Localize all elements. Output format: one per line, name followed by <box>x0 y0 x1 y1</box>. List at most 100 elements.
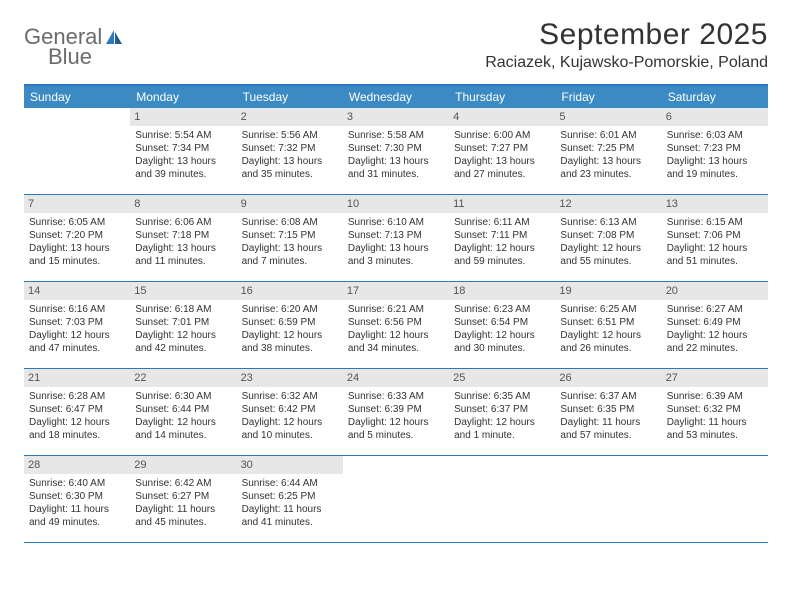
day-dl1: Daylight: 13 hours <box>135 242 231 255</box>
day-dl2: and 47 minutes. <box>29 342 125 355</box>
day-number: 23 <box>237 369 343 387</box>
day-number: 13 <box>662 195 768 213</box>
day-sunset: Sunset: 7:18 PM <box>135 229 231 242</box>
day-sunset: Sunset: 7:13 PM <box>348 229 444 242</box>
day-dl2: and 27 minutes. <box>454 168 550 181</box>
day-cell: . <box>24 108 130 194</box>
day-number: 15 <box>130 282 236 300</box>
day-dl1: Daylight: 11 hours <box>29 503 125 516</box>
day-cell: . <box>343 456 449 542</box>
day-sunrise: Sunrise: 6:39 AM <box>667 390 763 403</box>
day-dl2: and 34 minutes. <box>348 342 444 355</box>
day-sunset: Sunset: 7:15 PM <box>242 229 338 242</box>
day-sunrise: Sunrise: 5:56 AM <box>242 129 338 142</box>
week-row: 14Sunrise: 6:16 AMSunset: 7:03 PMDayligh… <box>24 282 768 369</box>
day-dl2: and 23 minutes. <box>560 168 656 181</box>
day-sunrise: Sunrise: 6:32 AM <box>242 390 338 403</box>
day-dl1: Daylight: 13 hours <box>29 242 125 255</box>
day-number: 11 <box>449 195 555 213</box>
day-cell: 26Sunrise: 6:37 AMSunset: 6:35 PMDayligh… <box>555 369 661 455</box>
day-dl1: Daylight: 12 hours <box>29 329 125 342</box>
day-number: 2 <box>237 108 343 126</box>
day-number: 19 <box>555 282 661 300</box>
day-sunrise: Sunrise: 6:16 AM <box>29 303 125 316</box>
day-number: 24 <box>343 369 449 387</box>
day-sunrise: Sunrise: 6:35 AM <box>454 390 550 403</box>
day-cell: 23Sunrise: 6:32 AMSunset: 6:42 PMDayligh… <box>237 369 343 455</box>
day-cell: 6Sunrise: 6:03 AMSunset: 7:23 PMDaylight… <box>662 108 768 194</box>
weekday-header: Saturday <box>662 86 768 108</box>
day-cell: 29Sunrise: 6:42 AMSunset: 6:27 PMDayligh… <box>130 456 236 542</box>
month-title: September 2025 <box>485 18 768 52</box>
day-dl2: and 22 minutes. <box>667 342 763 355</box>
day-sunset: Sunset: 7:27 PM <box>454 142 550 155</box>
day-number: 20 <box>662 282 768 300</box>
day-dl1: Daylight: 12 hours <box>454 329 550 342</box>
day-dl2: and 45 minutes. <box>135 516 231 529</box>
day-cell: 21Sunrise: 6:28 AMSunset: 6:47 PMDayligh… <box>24 369 130 455</box>
day-sunrise: Sunrise: 6:01 AM <box>560 129 656 142</box>
day-sunrise: Sunrise: 6:18 AM <box>135 303 231 316</box>
day-sunrise: Sunrise: 6:00 AM <box>454 129 550 142</box>
weeks: .1Sunrise: 5:54 AMSunset: 7:34 PMDayligh… <box>24 108 768 543</box>
weekday-header: Tuesday <box>237 86 343 108</box>
day-cell: 5Sunrise: 6:01 AMSunset: 7:25 PMDaylight… <box>555 108 661 194</box>
day-number: 10 <box>343 195 449 213</box>
day-dl1: Daylight: 13 hours <box>560 155 656 168</box>
day-number: 6 <box>662 108 768 126</box>
day-number: 3 <box>343 108 449 126</box>
day-sunrise: Sunrise: 6:06 AM <box>135 216 231 229</box>
day-dl2: and 7 minutes. <box>242 255 338 268</box>
day-sunset: Sunset: 7:32 PM <box>242 142 338 155</box>
day-dl2: and 41 minutes. <box>242 516 338 529</box>
day-cell: 14Sunrise: 6:16 AMSunset: 7:03 PMDayligh… <box>24 282 130 368</box>
day-dl2: and 3 minutes. <box>348 255 444 268</box>
day-number: 25 <box>449 369 555 387</box>
day-dl2: and 53 minutes. <box>667 429 763 442</box>
day-dl1: Daylight: 11 hours <box>560 416 656 429</box>
day-number: 26 <box>555 369 661 387</box>
day-sunset: Sunset: 7:34 PM <box>135 142 231 155</box>
day-dl1: Daylight: 12 hours <box>560 242 656 255</box>
day-sunrise: Sunrise: 6:37 AM <box>560 390 656 403</box>
day-dl1: Daylight: 13 hours <box>242 242 338 255</box>
day-number: 28 <box>24 456 130 474</box>
sail-icon <box>104 28 124 46</box>
day-dl1: Daylight: 12 hours <box>29 416 125 429</box>
day-number: 22 <box>130 369 236 387</box>
day-dl1: Daylight: 12 hours <box>560 329 656 342</box>
day-number: 12 <box>555 195 661 213</box>
day-number: 1 <box>130 108 236 126</box>
day-dl2: and 55 minutes. <box>560 255 656 268</box>
day-sunrise: Sunrise: 6:23 AM <box>454 303 550 316</box>
day-number: 9 <box>237 195 343 213</box>
day-dl2: and 51 minutes. <box>667 255 763 268</box>
day-dl1: Daylight: 12 hours <box>135 329 231 342</box>
day-cell: 28 Sunrise: 6:40 AMSunset: 6:30 PMDayligh… <box>24 456 130 542</box>
day-cell: 27Sunrise: 6:39 AMSunset: 6:32 PMDayligh… <box>662 369 768 455</box>
day-sunset: Sunset: 7:11 PM <box>454 229 550 242</box>
day-dl2: and 11 minutes. <box>135 255 231 268</box>
day-sunrise: Sunrise: 6:25 AM <box>560 303 656 316</box>
day-dl1: Daylight: 13 hours <box>348 242 444 255</box>
day-dl1: Daylight: 12 hours <box>667 242 763 255</box>
day-sunrise: Sunrise: 6:05 AM <box>29 216 125 229</box>
day-dl1: Daylight: 11 hours <box>667 416 763 429</box>
day-sunrise: Sunrise: 6:03 AM <box>667 129 763 142</box>
week-row: 21Sunrise: 6:28 AMSunset: 6:47 PMDayligh… <box>24 369 768 456</box>
logo: General Blue <box>24 24 124 50</box>
day-sunset: Sunset: 6:27 PM <box>135 490 231 503</box>
day-sunrise: Sunrise: 6:40 AM <box>29 477 125 490</box>
day-sunset: Sunset: 6:30 PM <box>29 490 125 503</box>
day-dl2: and 31 minutes. <box>348 168 444 181</box>
day-dl1: Daylight: 13 hours <box>348 155 444 168</box>
week-row: 7Sunrise: 6:05 AMSunset: 7:20 PMDaylight… <box>24 195 768 282</box>
day-sunrise: Sunrise: 6:30 AM <box>135 390 231 403</box>
logo-word2: Blue <box>48 44 92 70</box>
day-dl2: and 42 minutes. <box>135 342 231 355</box>
day-cell: . <box>555 456 661 542</box>
day-sunrise: Sunrise: 6:13 AM <box>560 216 656 229</box>
day-number: 16 <box>237 282 343 300</box>
week-row: 28 Sunrise: 6:40 AMSunset: 6:30 PMDayligh… <box>24 456 768 543</box>
day-sunset: Sunset: 6:44 PM <box>135 403 231 416</box>
